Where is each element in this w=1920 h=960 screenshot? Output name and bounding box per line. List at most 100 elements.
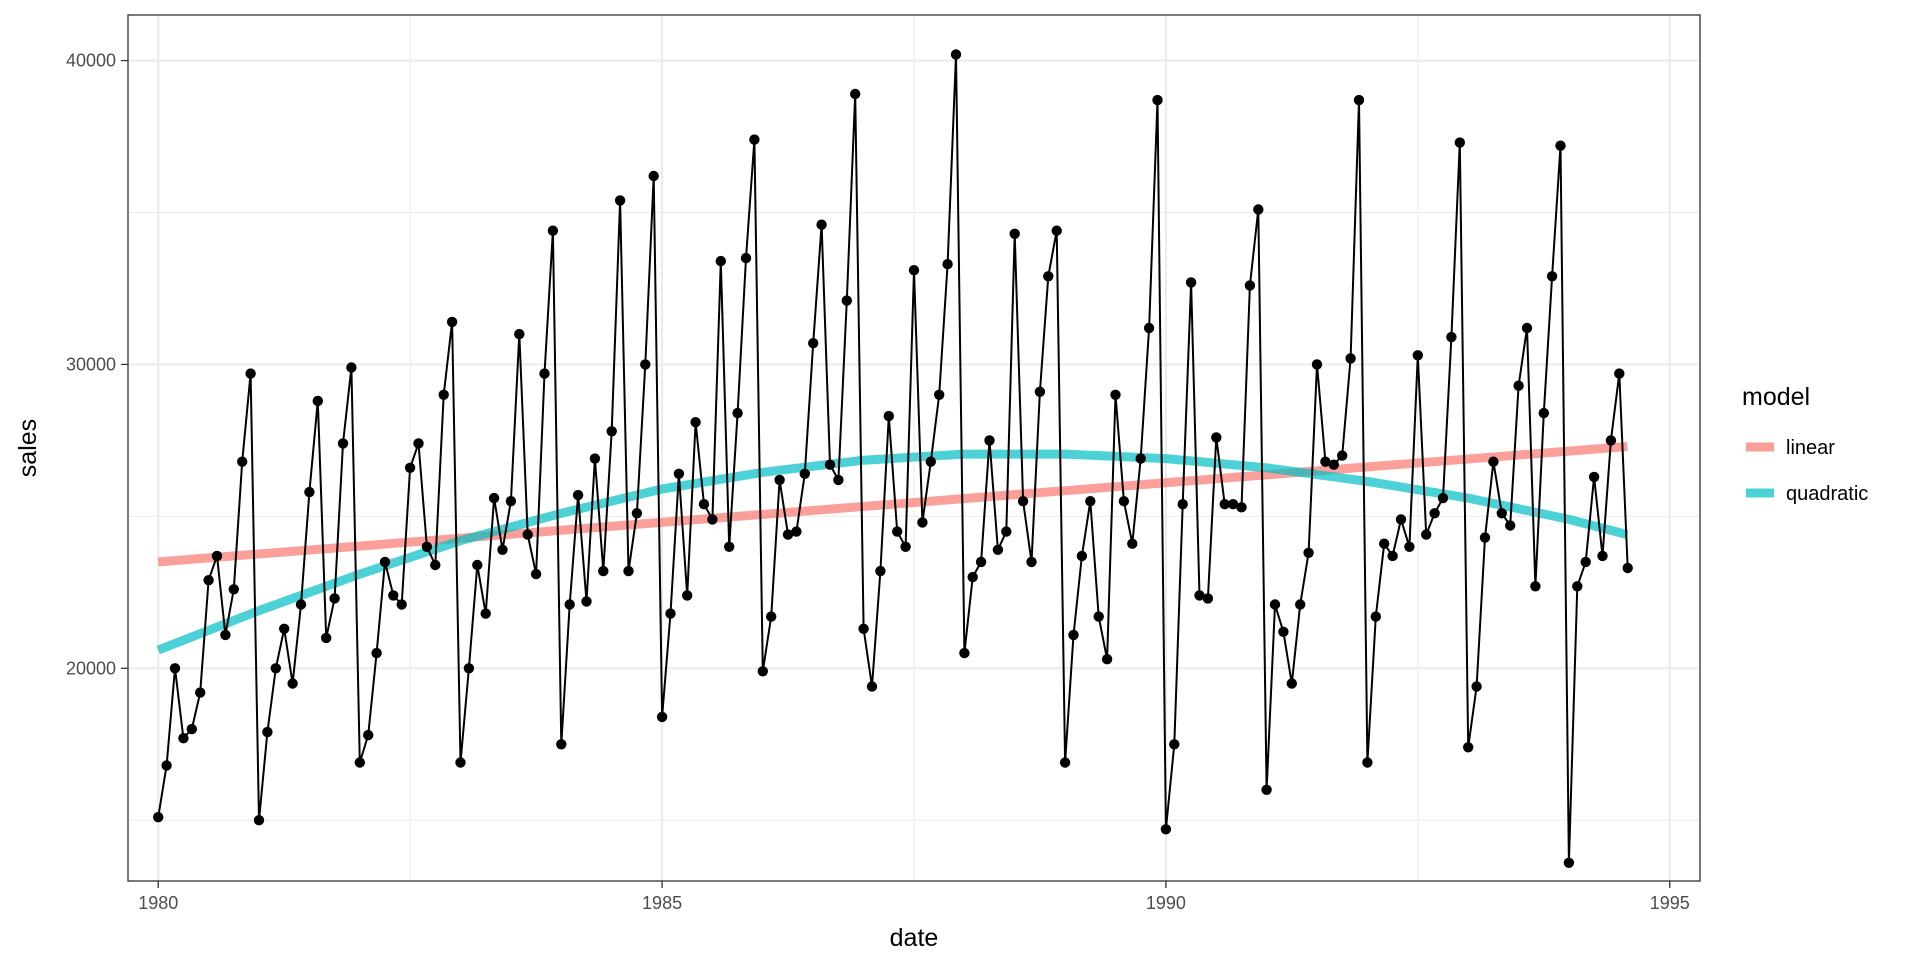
legend-label-linear: linear bbox=[1786, 437, 1835, 459]
observed-point bbox=[211, 550, 223, 562]
observed-point bbox=[295, 599, 307, 610]
observed-point bbox=[598, 565, 609, 577]
observed-point bbox=[1530, 581, 1541, 592]
observed-point bbox=[346, 362, 357, 373]
observed-point bbox=[1370, 611, 1382, 622]
fit-line-quadratic bbox=[156, 449, 1629, 655]
observed-point bbox=[396, 599, 407, 610]
observed-point bbox=[1421, 529, 1432, 540]
observed-point bbox=[1185, 277, 1197, 288]
observed-point bbox=[1118, 496, 1130, 507]
observed-point bbox=[1026, 556, 1037, 568]
observed-point bbox=[1059, 757, 1071, 768]
observed-point bbox=[446, 316, 458, 328]
observed-point bbox=[1605, 435, 1617, 446]
observed-point bbox=[724, 541, 735, 552]
observed-point bbox=[648, 170, 659, 182]
observed-point bbox=[917, 517, 928, 528]
observed-point bbox=[1614, 368, 1625, 379]
observed-point bbox=[1043, 271, 1054, 282]
x-tick-label: 1995 bbox=[1650, 893, 1690, 913]
observed-point bbox=[379, 556, 391, 568]
y-axis-ticks: 20000 30000 40000 bbox=[66, 51, 128, 678]
observed-point bbox=[1353, 94, 1365, 106]
observed-point bbox=[497, 544, 508, 555]
observed-point bbox=[1362, 757, 1373, 768]
observed-point bbox=[757, 666, 768, 677]
observed-point bbox=[589, 453, 601, 464]
observed-point bbox=[623, 565, 634, 577]
observed-point bbox=[824, 459, 836, 470]
observed-point bbox=[942, 259, 953, 270]
observed-point bbox=[1387, 550, 1398, 562]
observed-point bbox=[547, 225, 559, 236]
observed-point bbox=[1110, 389, 1121, 400]
legend-label-quadratic: quadratic bbox=[1786, 483, 1868, 505]
observed-point bbox=[967, 571, 978, 583]
observed-point bbox=[698, 499, 710, 510]
observed-point bbox=[530, 568, 542, 580]
legend: model linear quadratic bbox=[1742, 383, 1868, 510]
observed-point bbox=[1143, 322, 1155, 334]
observed-point bbox=[682, 590, 693, 601]
observed-point bbox=[1227, 499, 1239, 510]
observed-point bbox=[1169, 739, 1180, 750]
observed-point bbox=[715, 255, 726, 267]
observed-point bbox=[1202, 593, 1214, 604]
observed-point bbox=[564, 599, 575, 610]
observed-point bbox=[1395, 514, 1407, 525]
observed-point bbox=[1379, 538, 1390, 549]
y-tick-label: 30000 bbox=[66, 354, 116, 374]
observed-point bbox=[631, 508, 643, 519]
observed-point bbox=[329, 593, 340, 604]
observed-point bbox=[1219, 499, 1230, 510]
observed-point bbox=[1412, 350, 1424, 361]
y-tick-label: 40000 bbox=[66, 51, 116, 71]
observed-point bbox=[1236, 502, 1247, 513]
observed-point bbox=[808, 338, 819, 349]
observed-point bbox=[766, 611, 777, 622]
observed-point bbox=[690, 417, 701, 428]
observed-point bbox=[975, 556, 987, 568]
observed-point bbox=[665, 608, 676, 619]
observed-point bbox=[1261, 784, 1272, 795]
x-tick-label: 1990 bbox=[1146, 893, 1186, 913]
observed-point bbox=[270, 663, 281, 674]
grid-major bbox=[128, 15, 1700, 881]
observed-point bbox=[1463, 742, 1474, 753]
y-tick-label: 20000 bbox=[66, 658, 116, 678]
observed-point bbox=[950, 49, 962, 60]
observed-point bbox=[195, 687, 206, 698]
x-tick-label: 1980 bbox=[138, 893, 178, 913]
observed-point bbox=[1017, 496, 1029, 507]
observed-point bbox=[228, 584, 239, 595]
observed-point bbox=[1496, 508, 1508, 519]
observed-point bbox=[1471, 681, 1482, 692]
observed-point bbox=[673, 468, 685, 479]
observed-point bbox=[740, 252, 752, 264]
observed-point bbox=[438, 389, 449, 400]
observed-point bbox=[858, 623, 869, 634]
observed-point bbox=[1572, 581, 1583, 592]
observed-point bbox=[749, 134, 760, 145]
observed-point bbox=[581, 596, 592, 607]
observed-point bbox=[900, 541, 911, 552]
observed-point bbox=[1068, 629, 1079, 641]
fit-lines bbox=[156, 442, 1629, 655]
y-axis-title: sales bbox=[14, 419, 42, 477]
observed-point bbox=[1269, 599, 1281, 610]
legend-title: model bbox=[1742, 383, 1810, 411]
observed-point bbox=[404, 462, 416, 473]
observed-point bbox=[1429, 508, 1440, 519]
observed-point bbox=[1127, 538, 1138, 549]
observed-point bbox=[656, 711, 668, 723]
observed-point bbox=[1135, 453, 1146, 464]
x-axis-ticks: 1980 1985 1990 1995 bbox=[138, 881, 1690, 913]
observed-point bbox=[816, 219, 827, 230]
observed-point bbox=[1546, 271, 1558, 282]
observed-point bbox=[321, 632, 332, 644]
observed-point bbox=[1513, 380, 1524, 391]
observed-point bbox=[1034, 386, 1046, 397]
observed-point bbox=[262, 726, 273, 738]
